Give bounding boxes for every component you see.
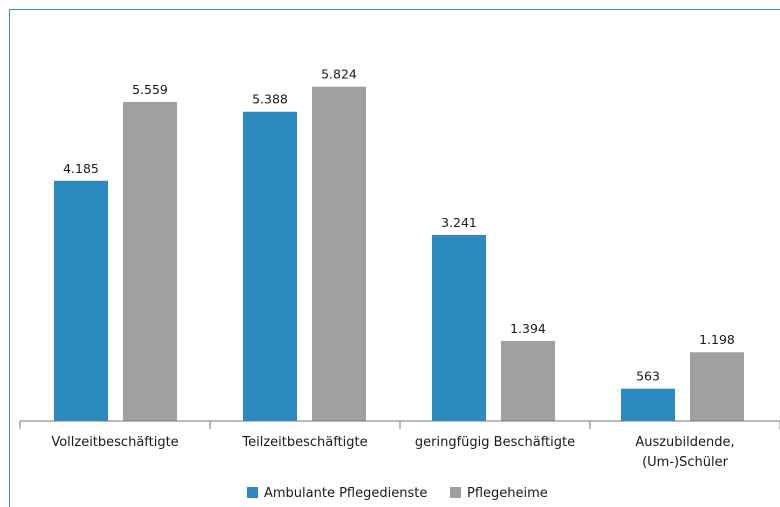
value-label-heime-0: 5.559 xyxy=(132,82,168,97)
legend: Ambulante Pflegedienste Pflegeheime xyxy=(247,486,548,501)
value-label-heime-1: 5.824 xyxy=(321,67,357,82)
chart-frame xyxy=(9,9,780,507)
bar-heime-1 xyxy=(312,86,366,422)
category-label-1: Teilzeitbeschäftigte xyxy=(241,435,367,450)
value-label-ambulant-0: 4.185 xyxy=(63,161,99,176)
category-label-3-line0: Auszubildende, xyxy=(635,435,734,450)
value-label-ambulant-1: 5.388 xyxy=(252,92,288,107)
category-label-2: geringfügig Beschäftigte xyxy=(415,435,575,450)
category-label-0: Vollzeitbeschäftigte xyxy=(51,435,178,450)
bars-layer xyxy=(54,86,744,422)
bar-heime-2 xyxy=(501,340,555,421)
value-label-heime-3: 1.198 xyxy=(699,332,735,347)
x-axis-ticks xyxy=(19,421,780,429)
bar-ambulant-2 xyxy=(432,234,486,421)
bar-heime-0 xyxy=(123,101,177,422)
legend-label-heime: Pflegeheime xyxy=(467,486,548,501)
value-labels-layer: 4.185 5.388 3.241 563 5.559 5.824 1.394 1.198 xyxy=(63,67,735,384)
legend-swatch-ambulant xyxy=(247,487,258,498)
value-label-ambulant-2: 3.241 xyxy=(441,215,477,230)
legend-swatch-heime xyxy=(450,487,461,498)
bar-ambulant-0 xyxy=(54,180,108,421)
legend-label-ambulant: Ambulante Pflegedienste xyxy=(264,486,427,501)
bar-ambulant-3 xyxy=(621,388,675,421)
bar-ambulant-1 xyxy=(243,111,297,422)
category-label-3-line1: (Um-)Schüler xyxy=(642,455,729,470)
category-labels: Vollzeitbeschäftigte Teilzeitbeschäftigte… xyxy=(51,435,734,470)
value-label-heime-2: 1.394 xyxy=(510,321,546,336)
bar-heime-3 xyxy=(690,352,744,421)
value-label-ambulant-3: 563 xyxy=(636,369,660,384)
